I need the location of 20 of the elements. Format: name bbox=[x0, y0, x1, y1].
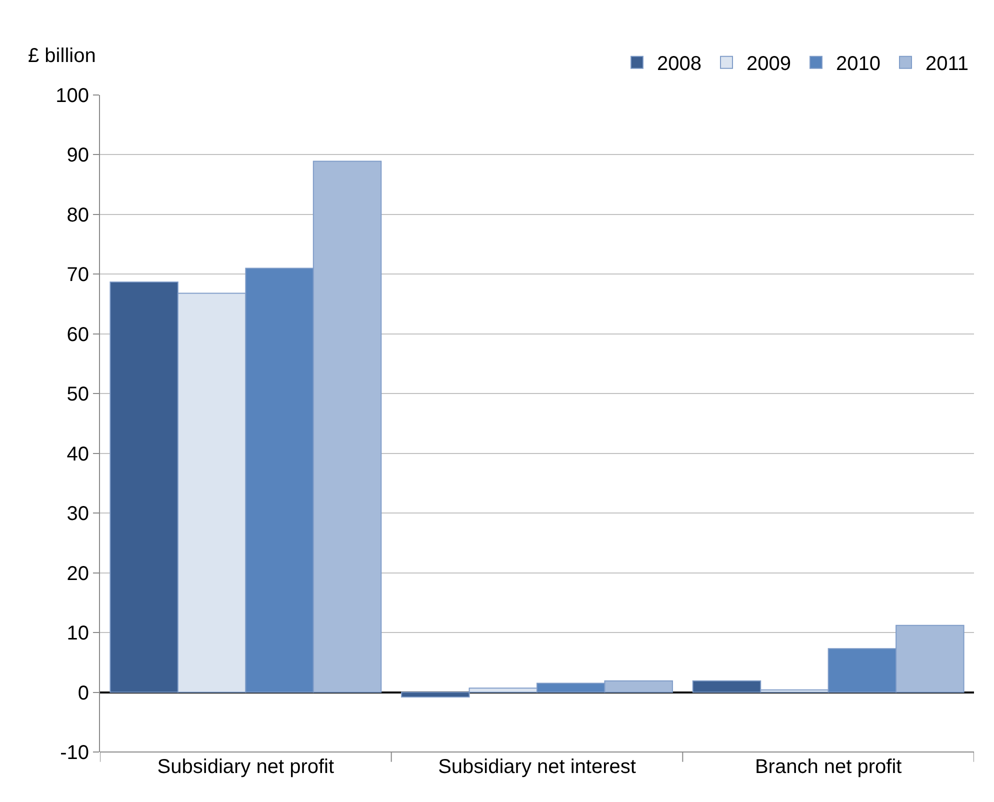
y-tick-label: 60 bbox=[66, 324, 89, 346]
y-tick-label: 90 bbox=[66, 144, 89, 167]
y-tick-label: 70 bbox=[66, 264, 89, 286]
y-tick-label: 80 bbox=[66, 204, 89, 226]
y-tick-label: 10 bbox=[66, 622, 89, 645]
y-tick-label: 40 bbox=[66, 443, 89, 466]
y-tick-label: 50 bbox=[66, 384, 89, 406]
y-tick-label: 0 bbox=[78, 682, 89, 704]
x-tick-label: Subsidiary net profit bbox=[157, 756, 334, 778]
legend-label: 2009 bbox=[746, 53, 791, 76]
x-tick-label: Branch net profit bbox=[754, 756, 902, 778]
x-tick-label: Subsidiary net interest bbox=[438, 756, 636, 778]
legend-label: 2010 bbox=[836, 53, 880, 76]
y-tick-label: 20 bbox=[66, 562, 89, 585]
y-tick-label: -10 bbox=[60, 742, 89, 764]
y-tick-label: 100 bbox=[56, 85, 89, 107]
y-tick-label: 30 bbox=[66, 503, 89, 526]
legend-label: 2011 bbox=[926, 53, 969, 76]
legend-label: 2008 bbox=[657, 53, 702, 76]
y-axis-title: £ billion bbox=[28, 45, 96, 67]
